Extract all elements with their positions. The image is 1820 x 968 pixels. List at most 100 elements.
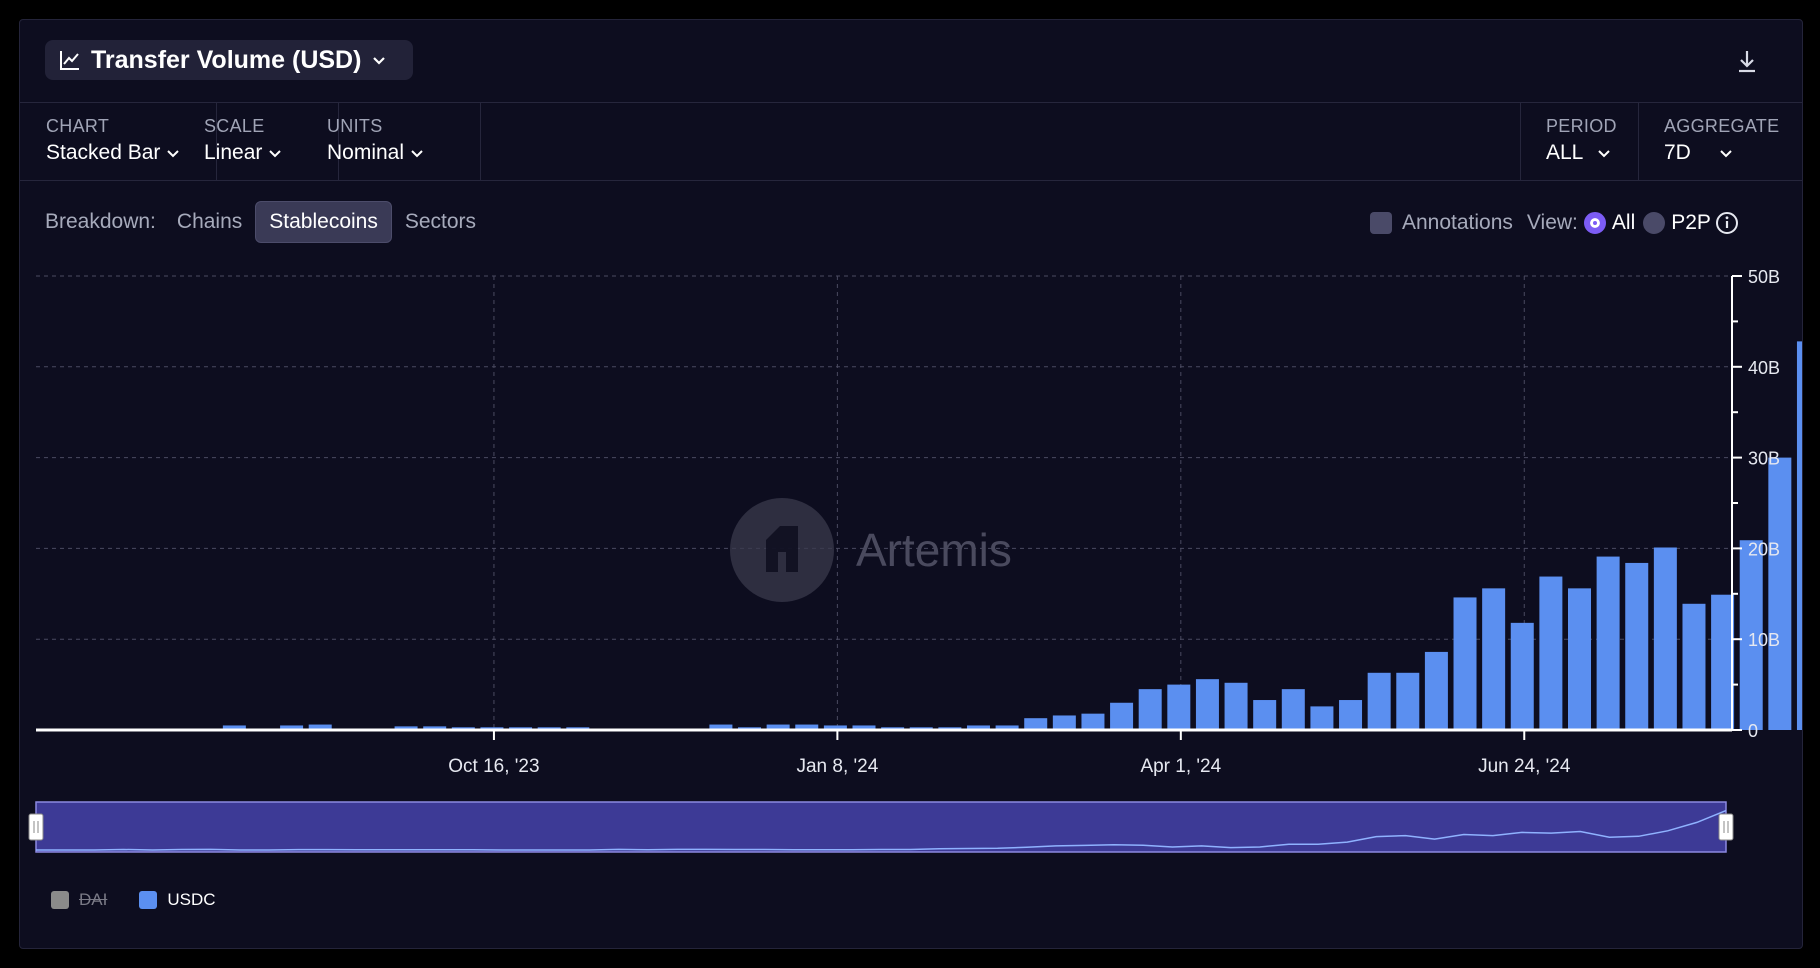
bar-usdc	[1253, 700, 1277, 730]
bar-chart: Artemis 0 10B 20B 30B 40B 50B Oct 16, '23 Jan 8…	[28, 267, 1802, 853]
period-label: PERIOD	[1546, 116, 1617, 136]
chevron-down-icon	[373, 57, 386, 65]
bar-usdc	[308, 724, 332, 730]
breakdown-stablecoins[interactable]: Stablecoins	[255, 201, 392, 243]
divider	[216, 102, 217, 180]
chart-card: Transfer Volume (USD) CHART Stacked Bar …	[19, 19, 1803, 949]
y-tick-label: 30B	[1748, 449, 1780, 469]
legend-swatch-usdc[interactable]	[139, 891, 158, 909]
bar-usdc	[1195, 679, 1219, 730]
bar-usdc	[1739, 540, 1763, 730]
units-control[interactable]: UNITS Nominal	[301, 102, 431, 180]
bar-usdc	[852, 725, 876, 730]
aggregate-control[interactable]: AGGREGATE 7D	[1638, 102, 1788, 180]
units-label: UNITS	[327, 116, 383, 136]
brush-handle-right[interactable]	[1718, 813, 1734, 841]
annotations-checkbox[interactable]	[1370, 212, 1392, 234]
bar-usdc	[1568, 588, 1591, 730]
chevron-down-icon	[269, 150, 282, 158]
x-tick-label: Jun 24, '24	[1478, 756, 1571, 777]
bar-usdc	[1625, 562, 1649, 730]
bars	[222, 341, 1802, 730]
chart-title: Transfer Volume (USD)	[91, 45, 362, 74]
chevron-down-icon	[1720, 150, 1732, 158]
watermark-text: Artemis	[856, 524, 1012, 576]
breakdown-selector: Breakdown: Chains Stablecoins Sectors	[45, 201, 489, 243]
bar-usdc	[394, 726, 418, 730]
legend-label-dai[interactable]: DAI	[79, 890, 108, 909]
chevron-down-icon	[167, 150, 180, 158]
scale-control[interactable]: SCALE Linear	[178, 102, 288, 180]
breakdown-chains[interactable]: Chains	[176, 210, 243, 233]
y-tick-label: 10B	[1748, 630, 1780, 650]
period-value: ALL	[1546, 141, 1584, 164]
chevron-down-icon	[1598, 150, 1611, 158]
bar-usdc	[1110, 702, 1134, 730]
bar-usdc	[1367, 672, 1391, 730]
divider	[1638, 102, 1639, 180]
download-icon	[1739, 51, 1755, 73]
line-chart-icon	[60, 51, 79, 70]
chevron-down-icon	[411, 150, 423, 158]
divider	[20, 180, 1802, 181]
breakdown-sectors[interactable]: Sectors	[404, 210, 477, 233]
bar-usdc	[823, 725, 847, 730]
bar-usdc	[1138, 689, 1162, 730]
y-tick-label: 40B	[1748, 358, 1780, 378]
download-button[interactable]	[1732, 46, 1762, 76]
view-p2p-label: P2P	[1671, 211, 1711, 234]
brush-handle-left[interactable]	[28, 813, 44, 841]
chart-type-value: Stacked Bar	[46, 141, 161, 164]
bar-usdc	[1424, 651, 1448, 730]
view-p2p-radio[interactable]	[1643, 212, 1666, 234]
view-all-label: All	[1611, 211, 1636, 234]
range-brush[interactable]	[28, 801, 1734, 853]
bar-usdc	[1024, 718, 1048, 730]
bar-usdc	[1510, 622, 1534, 730]
bar-usdc	[423, 726, 447, 730]
x-tick-label: Jan 8, '24	[796, 756, 878, 777]
bar-usdc	[709, 724, 733, 730]
artemis-watermark: Artemis	[730, 498, 1012, 602]
bar-usdc	[1653, 547, 1677, 730]
y-tick-label: 50B	[1748, 267, 1780, 287]
axes: 0 10B 20B 30B 40B 50B Oct 16, '23 Jan 8, '24 Apr…	[36, 267, 1780, 777]
bar-usdc	[766, 724, 790, 730]
bar-usdc	[1281, 689, 1305, 730]
aggregate-value: 7D	[1664, 141, 1691, 164]
bar-usdc	[966, 725, 990, 730]
y-tick-label: 0	[1748, 721, 1758, 741]
chart-type-control[interactable]: CHART Stacked Bar	[20, 102, 188, 180]
legend-swatch-dai[interactable]	[51, 891, 69, 909]
x-tick-label: Oct 16, '23	[448, 756, 539, 777]
divider	[1520, 102, 1521, 180]
bar-usdc	[1539, 576, 1563, 730]
bar-usdc	[1396, 672, 1420, 730]
info-icon[interactable]	[1715, 211, 1739, 235]
x-tick-label: Apr 1, '24	[1140, 756, 1221, 777]
legend-label-usdc[interactable]: USDC	[167, 890, 216, 909]
view-all-radio[interactable]	[1583, 212, 1606, 234]
brush-sparkline	[36, 809, 1727, 851]
chart-title-dropdown[interactable]: Transfer Volume (USD)	[45, 40, 413, 80]
period-control[interactable]: PERIOD ALL	[1520, 102, 1638, 180]
view-label: View:	[1526, 211, 1578, 234]
bar-usdc	[1596, 556, 1620, 730]
chart-type-label: CHART	[46, 116, 110, 136]
bar-usdc	[1081, 713, 1105, 730]
bar-usdc	[1711, 594, 1735, 730]
aggregate-label: AGGREGATE	[1664, 116, 1780, 136]
brush-selection	[35, 801, 1727, 853]
scale-value: Linear	[204, 141, 263, 164]
divider	[480, 102, 481, 180]
bar-usdc	[1224, 682, 1248, 730]
bar-usdc	[1482, 588, 1506, 730]
bar-usdc	[795, 724, 819, 730]
annotations-label: Annotations	[1402, 211, 1513, 234]
legend: DAI USDC	[51, 890, 216, 910]
divider	[20, 102, 1802, 103]
bar-usdc	[222, 725, 246, 730]
scale-label: SCALE	[204, 116, 265, 136]
breakdown-label: Breakdown:	[45, 210, 156, 233]
y-tick-label: 20B	[1748, 539, 1780, 559]
